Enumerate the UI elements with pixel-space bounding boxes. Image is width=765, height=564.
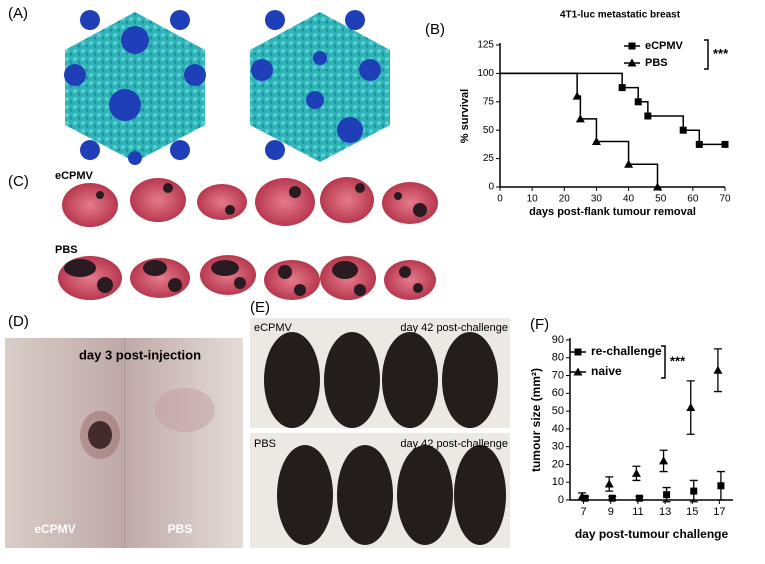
- marker: [627, 58, 637, 67]
- x-tick-label: 40: [623, 194, 635, 205]
- y-tick-label: 90: [552, 334, 564, 346]
- x-axis-label: days post-flank tumour removal: [529, 206, 696, 218]
- marker: [713, 365, 723, 374]
- panel-label: (D): [8, 313, 29, 330]
- marker: [573, 367, 583, 376]
- marker: [604, 479, 614, 488]
- y-axis-label: % survival: [459, 89, 471, 143]
- x-tick-label: 15: [686, 506, 698, 518]
- x-tick-label: 9: [608, 506, 614, 518]
- marker: [695, 140, 703, 148]
- y-tick-label: 125: [477, 40, 494, 51]
- x-tick-label: 11: [632, 506, 643, 518]
- y-tick-label: 70: [552, 369, 564, 381]
- y-tick-label: 40: [552, 423, 564, 435]
- y-tick-label: 50: [483, 125, 495, 136]
- panel-label: (C): [8, 173, 29, 190]
- y-axis-label: tumour size (mm²): [529, 368, 543, 472]
- significance-bracket: [704, 39, 709, 70]
- significance-label: ***: [713, 46, 729, 61]
- photo-label: PBS: [168, 522, 193, 536]
- legend-label: eCPMV: [645, 40, 684, 52]
- y-tick-label: 10: [552, 476, 564, 488]
- marker: [634, 98, 642, 106]
- marker: [653, 182, 662, 191]
- lung-images: [58, 177, 438, 300]
- x-tick-label: 17: [713, 506, 725, 518]
- panel-label: (A): [8, 5, 28, 22]
- x-tick-label: 0: [497, 194, 503, 205]
- x-tick-label: 20: [559, 194, 571, 205]
- marker: [577, 491, 587, 500]
- panel-label: (F): [530, 316, 549, 333]
- marker: [591, 137, 601, 146]
- marker: [635, 494, 643, 502]
- marker: [618, 84, 626, 92]
- y-tick-label: 60: [552, 387, 564, 399]
- y-tick-label: 30: [552, 441, 564, 453]
- marker: [679, 126, 687, 134]
- marker: [663, 491, 671, 499]
- group-label: eCPMV: [55, 170, 94, 182]
- photo-label: eCPMV: [254, 322, 293, 334]
- y-tick-label: 0: [488, 182, 494, 193]
- y-tick-label: 75: [483, 96, 495, 107]
- x-tick-label: 50: [655, 194, 667, 205]
- panel-label: (B): [425, 21, 445, 38]
- marker: [608, 494, 616, 502]
- legend-label: re-challenge: [591, 344, 662, 358]
- x-axis-label: day post-tumour challenge: [575, 527, 729, 541]
- marker: [624, 159, 634, 168]
- chart-title: 4T1-luc metastatic breast: [560, 10, 681, 21]
- photo-caption: day 3 post-injection: [79, 347, 201, 362]
- x-tick-label: 60: [687, 194, 699, 205]
- panel-label: (E): [250, 299, 270, 316]
- legend-label: naive: [591, 364, 622, 378]
- marker: [575, 114, 585, 123]
- series-line: [500, 72, 725, 146]
- photo-label: PBS: [254, 438, 276, 450]
- marker: [628, 42, 636, 50]
- y-tick-label: 25: [483, 153, 495, 164]
- x-tick-label: 10: [527, 194, 539, 205]
- marker: [686, 403, 696, 412]
- x-tick-label: 13: [659, 506, 671, 518]
- photo-label: eCPMV: [34, 522, 75, 536]
- y-tick-label: 100: [477, 68, 494, 79]
- marker: [690, 487, 698, 495]
- marker: [721, 140, 729, 148]
- group-label: PBS: [55, 244, 78, 256]
- y-tick-label: 50: [552, 405, 564, 417]
- marker: [717, 482, 725, 490]
- marker: [659, 456, 669, 465]
- x-tick-label: 30: [591, 194, 603, 205]
- x-tick-label: 7: [581, 506, 587, 518]
- marker: [572, 91, 582, 100]
- virus-images: [64, 10, 390, 165]
- mice-photos: [250, 318, 510, 548]
- y-tick-label: 0: [558, 494, 564, 506]
- marker: [644, 112, 652, 120]
- marker: [631, 468, 641, 477]
- x-tick-label: 70: [719, 194, 731, 205]
- y-tick-label: 80: [552, 352, 564, 364]
- significance-bracket: [661, 345, 666, 379]
- series-line: [500, 72, 659, 187]
- y-tick-label: 20: [552, 458, 564, 470]
- skin-photo: [5, 338, 243, 548]
- marker: [574, 348, 582, 356]
- photo-label: day 42 post-challenge: [400, 438, 508, 450]
- significance-label: ***: [670, 353, 686, 368]
- legend-label: PBS: [645, 57, 668, 69]
- photo-label: day 42 post-challenge: [400, 322, 508, 334]
